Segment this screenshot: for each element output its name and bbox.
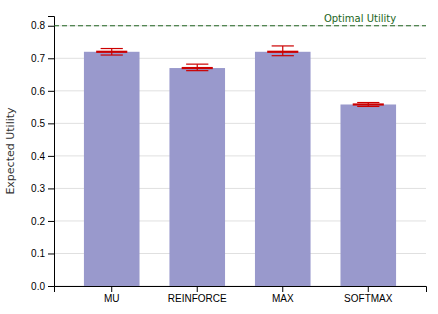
- tick-label: REINFORCE: [168, 293, 227, 304]
- marks: [54, 26, 426, 286]
- tick: 0.5: [31, 118, 54, 129]
- tick-mark: [368, 286, 369, 292]
- mean-line: [182, 67, 213, 69]
- error-bar: [353, 103, 384, 107]
- tick: 0.0: [31, 281, 54, 292]
- tick: SOFTMAX: [344, 286, 393, 304]
- tick-label: 0.2: [31, 216, 45, 227]
- error-cap: [272, 45, 294, 46]
- tick-label: 0.6: [31, 86, 45, 97]
- x-axis: MU REINFORCE MAX SOFTMAX: [55, 286, 427, 304]
- error-cap: [357, 106, 379, 107]
- axis-line: [55, 287, 427, 293]
- tick: 0.6: [31, 86, 54, 97]
- mean-line: [267, 51, 298, 53]
- bar: [340, 104, 396, 286]
- error-bar: [267, 46, 298, 56]
- tick-label: 0.8: [31, 20, 45, 31]
- tick-label: 0.3: [31, 183, 45, 194]
- tick-mark: [48, 91, 54, 92]
- error-bar: [96, 49, 127, 56]
- tick-mark: [111, 286, 112, 292]
- error-cap: [101, 54, 123, 55]
- tick-label: MU: [104, 293, 120, 304]
- tick-label: 0.4: [31, 151, 45, 162]
- reference-line: [54, 25, 426, 26]
- error-cap: [101, 48, 123, 49]
- tick-mark: [282, 286, 283, 292]
- error-cap: [272, 55, 294, 56]
- grid-line: [54, 25, 426, 26]
- tick-mark: [48, 253, 54, 254]
- y-axis: 0.0 0.1 0.2 0.3 0.4 0.5 0.6 0.7 0.8: [31, 17, 54, 292]
- tick-mark: [48, 221, 54, 222]
- tick-mark: [48, 123, 54, 124]
- tick-label: 0.5: [31, 118, 45, 129]
- bar: [169, 68, 225, 286]
- tick-mark: [48, 58, 54, 59]
- tick: MAX: [272, 286, 294, 304]
- annotations: Optimal Utility: [324, 13, 396, 24]
- error-bar: [182, 64, 213, 71]
- error-cap: [357, 102, 379, 103]
- plot: 0.0 0.1 0.2 0.3 0.4 0.5 0.6 0.7 0.8 MU REINFORCE MA…: [31, 13, 426, 304]
- axis-title: Expected Utility: [4, 107, 17, 195]
- tick-label: SOFTMAX: [344, 293, 393, 304]
- tick-mark: [48, 26, 54, 27]
- annotation: Optimal Utility: [324, 13, 396, 24]
- tick: 0.7: [31, 53, 54, 64]
- error-cap: [186, 70, 208, 71]
- tick-label: 0.0: [31, 281, 45, 292]
- tick-label: MAX: [272, 293, 294, 304]
- mean-line: [353, 103, 384, 105]
- chart: 0.0 0.1 0.2 0.3 0.4 0.5 0.6 0.7 0.8 MU REINFORCE MA…: [0, 0, 438, 314]
- tick: MU: [104, 286, 120, 304]
- axis-line: [48, 17, 55, 287]
- tick-mark: [48, 286, 54, 287]
- error-bars: [96, 46, 384, 107]
- tick: REINFORCE: [168, 286, 227, 304]
- tick: 0.2: [31, 216, 54, 227]
- tick: 0.1: [31, 248, 54, 259]
- tick-label: 0.1: [31, 248, 45, 259]
- mean-line: [96, 51, 127, 53]
- bar: [84, 52, 140, 286]
- tick-mark: [48, 156, 54, 157]
- tick-mark: [48, 188, 54, 189]
- grid: [54, 26, 426, 286]
- tick: 0.8: [31, 20, 54, 31]
- bar: [255, 52, 311, 286]
- tick-label: 0.7: [31, 53, 45, 64]
- tick-mark: [197, 286, 198, 292]
- tick: 0.3: [31, 183, 54, 194]
- error-cap: [186, 64, 208, 65]
- tick: 0.4: [31, 151, 54, 162]
